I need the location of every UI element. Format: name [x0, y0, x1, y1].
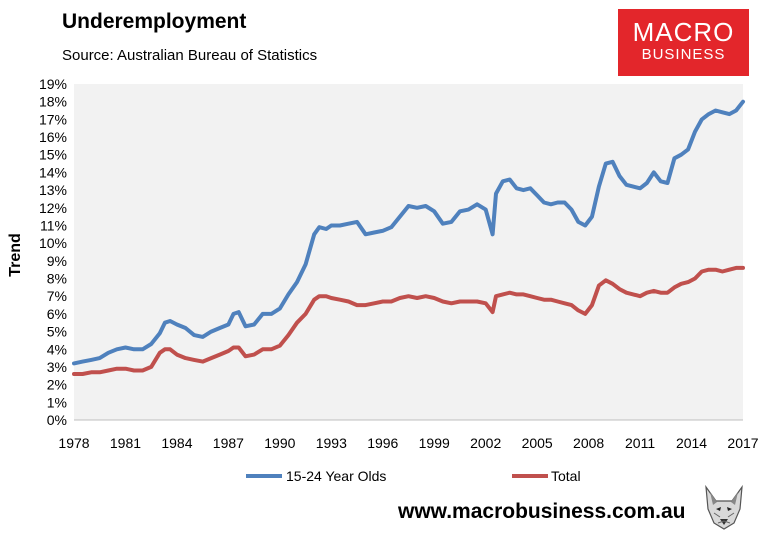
y-tick-label: 8%: [47, 271, 67, 287]
y-tick-label: 18%: [39, 94, 67, 110]
x-axis-ticks: 1978 1981 1984 1987 1990 1993 1996 1999 2002 2005…: [58, 435, 758, 451]
y-axis-ticks: 0% 1%2% 3% 4%5% 6% 7%8% 9% 10% 11%12% 13% 14%15% 16…: [39, 76, 67, 428]
y-tick-label: 15%: [39, 147, 67, 163]
chart-subtitle: Source: Australian Bureau of Statistics: [62, 47, 318, 64]
x-tick-label: 1987: [213, 435, 244, 451]
y-tick-label: 17%: [39, 111, 67, 127]
y-tick-label: 11%: [40, 217, 67, 233]
y-tick-label: 3%: [47, 359, 67, 375]
y-tick-label: 4%: [47, 341, 67, 357]
legend-label-youth: 15-24 Year Olds: [286, 468, 386, 484]
y-tick-label: 2%: [47, 377, 67, 393]
legend-label-total: Total: [551, 468, 581, 484]
website-link[interactable]: www.macrobusiness.com.au: [398, 500, 686, 523]
y-tick-label: 10%: [39, 235, 67, 251]
y-tick-label: 12%: [39, 200, 67, 216]
y-axis-label: Trend: [7, 233, 24, 277]
x-tick-label: 1993: [316, 435, 347, 451]
x-tick-label: 1984: [161, 435, 192, 451]
x-tick-label: 1999: [419, 435, 450, 451]
page-title: Underemployment: [62, 10, 247, 33]
legend: 15-24 Year Olds Total: [246, 468, 581, 484]
plot-area: [74, 84, 743, 420]
x-tick-label: 1990: [264, 435, 295, 451]
x-tick-label: 2011: [625, 435, 655, 451]
logo-line-1: MACRO: [632, 17, 735, 47]
y-tick-label: 19%: [39, 76, 67, 92]
series-line-total: [72, 265, 745, 376]
y-tick-label: 6%: [47, 306, 67, 322]
y-tick-label: 14%: [39, 164, 67, 180]
x-tick-label: 1996: [367, 435, 398, 451]
x-tick-label: 2005: [522, 435, 553, 451]
y-tick-label: 7%: [47, 288, 67, 304]
x-tick-label: 2017: [727, 435, 758, 451]
y-tick-label: 1%: [47, 394, 67, 410]
y-tick-label: 9%: [47, 253, 67, 269]
macro-business-logo: MACRO BUSINESS: [618, 9, 749, 76]
x-tick-label: 2008: [573, 435, 604, 451]
y-tick-label: 13%: [39, 182, 67, 198]
x-tick-label: 1978: [58, 435, 89, 451]
logo-line-2: BUSINESS: [641, 46, 726, 63]
series-layer: [72, 99, 745, 376]
y-tick-label: 5%: [47, 324, 67, 340]
x-tick-label: 1981: [110, 435, 141, 451]
y-tick-label: 0%: [47, 412, 67, 428]
x-tick-label: 2014: [676, 435, 707, 451]
series-line-youth: [72, 99, 745, 366]
x-tick-label: 2002: [470, 435, 501, 451]
wolf-head-icon: [700, 483, 748, 531]
y-tick-label: 16%: [39, 129, 67, 145]
